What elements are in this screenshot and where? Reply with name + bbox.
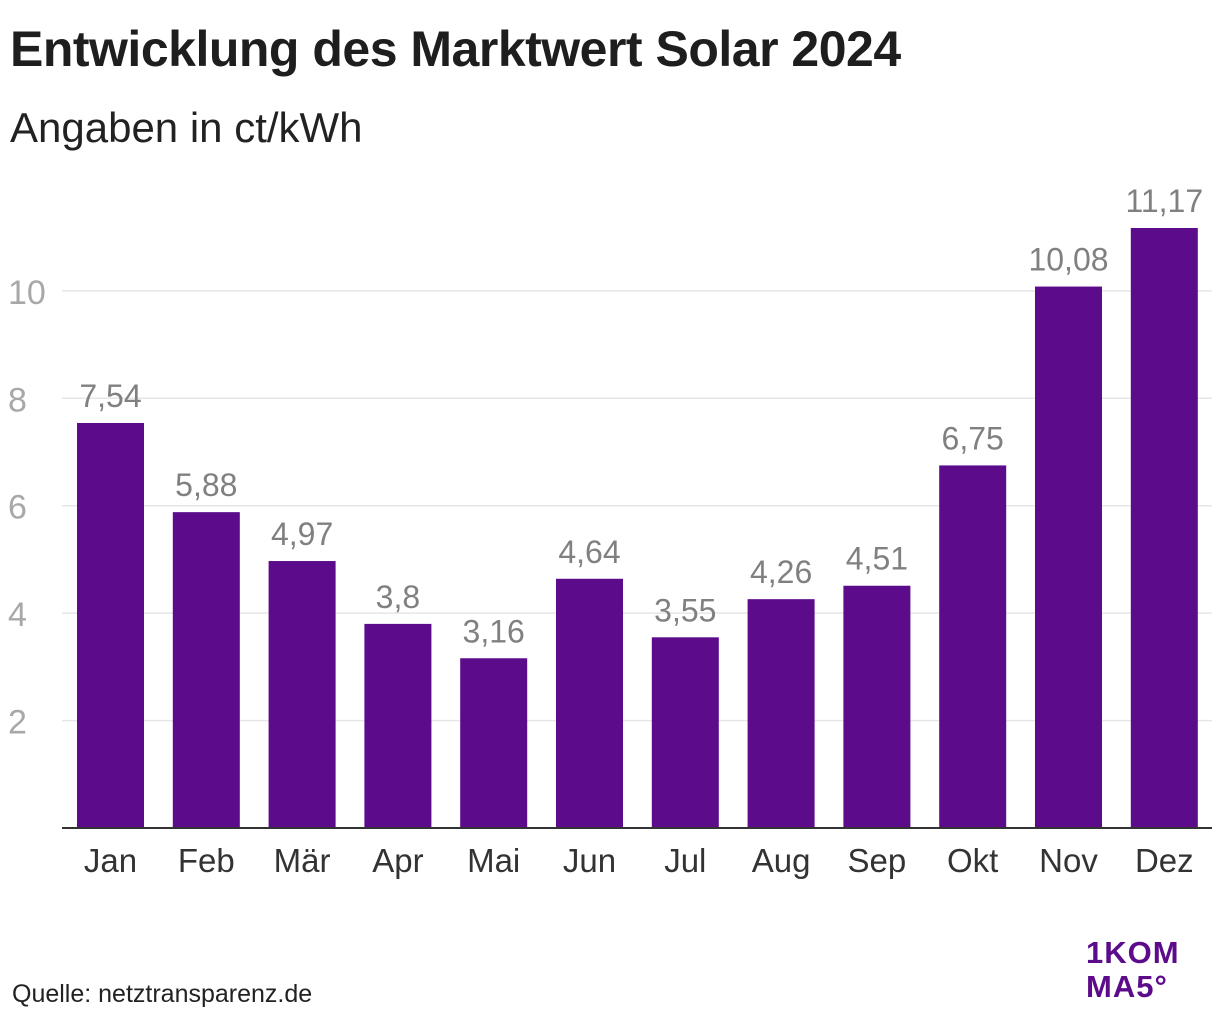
- x-tick-label: Nov: [1039, 842, 1098, 879]
- x-tick-label: Apr: [372, 842, 423, 879]
- chart-subtitle: Angaben in ct/kWh: [10, 104, 363, 151]
- bar-value-label: 6,75: [942, 420, 1004, 456]
- x-tick-label: Jun: [563, 842, 616, 879]
- bar-value-label: 4,26: [750, 554, 812, 590]
- bar-value-label: 3,8: [376, 579, 420, 615]
- bar: [268, 561, 336, 828]
- x-tick-label: Feb: [178, 842, 235, 879]
- brand-logo: 1KOM MA5°: [1086, 936, 1180, 1004]
- bar: [939, 465, 1007, 828]
- x-tick-label: Okt: [947, 842, 998, 879]
- y-tick-label: 4: [8, 596, 27, 634]
- logo-line-2: MA5°: [1086, 969, 1168, 1004]
- bar: [747, 599, 815, 828]
- y-tick-label: 2: [8, 704, 27, 742]
- x-tick-label: Sep: [848, 842, 907, 879]
- bar: [1035, 286, 1102, 828]
- bar-value-label: 7,54: [79, 378, 141, 414]
- x-tick-label: Jul: [664, 842, 706, 879]
- x-tick-label: Jan: [84, 842, 137, 879]
- bar-value-label: 3,16: [463, 613, 525, 649]
- bar: [556, 578, 623, 828]
- x-tick-label: Dez: [1135, 842, 1194, 879]
- bar-value-label: 4,64: [558, 534, 620, 570]
- x-tick-label: Mai: [467, 842, 520, 879]
- chart-title: Entwicklung des Marktwert Solar 2024: [10, 21, 901, 77]
- y-tick-label: 6: [8, 489, 27, 527]
- bar: [843, 585, 911, 828]
- bar: [1130, 228, 1198, 828]
- logo-line-1: 1KOM: [1086, 935, 1180, 970]
- bar: [364, 623, 432, 828]
- source-note: Quelle: netztransparenz.de: [12, 980, 313, 1008]
- bar: [172, 512, 240, 828]
- bar-value-label: 4,51: [846, 541, 908, 577]
- bar: [460, 658, 528, 828]
- bar: [651, 637, 719, 828]
- bar-value-label: 10,08: [1028, 242, 1108, 278]
- x-tick-label: Aug: [752, 842, 811, 879]
- bar-value-label: 4,97: [271, 516, 333, 552]
- bar-value-label: 5,88: [175, 467, 237, 503]
- bar-value-label: 3,55: [654, 592, 716, 628]
- y-tick-label: 10: [8, 274, 46, 312]
- x-tick-label: Mär: [274, 842, 331, 879]
- y-tick-label: 8: [8, 381, 27, 419]
- bar-value-label: 11,17: [1125, 183, 1203, 219]
- bar: [77, 422, 144, 828]
